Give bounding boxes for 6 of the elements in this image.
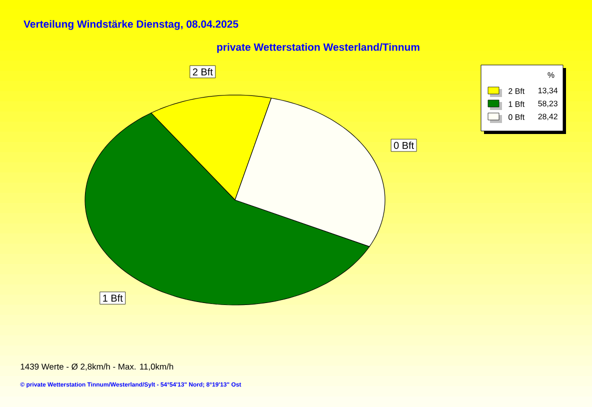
category-label: 1 Bft — [103, 294, 123, 302]
slice-label: 0 Bft — [394, 142, 414, 149]
text: 1439 Werte - Ø 2,8km/h - Max. 11,0km/h — [20, 363, 174, 371]
slice-label: 2 Bft — [192, 68, 213, 76]
chart-title: Verteilung Windstärke Dienstag, 08.04.2025 — [24, 20, 238, 30]
chart-subtitle: private Wetterstation Westerland/Tinnum — [217, 43, 420, 53]
